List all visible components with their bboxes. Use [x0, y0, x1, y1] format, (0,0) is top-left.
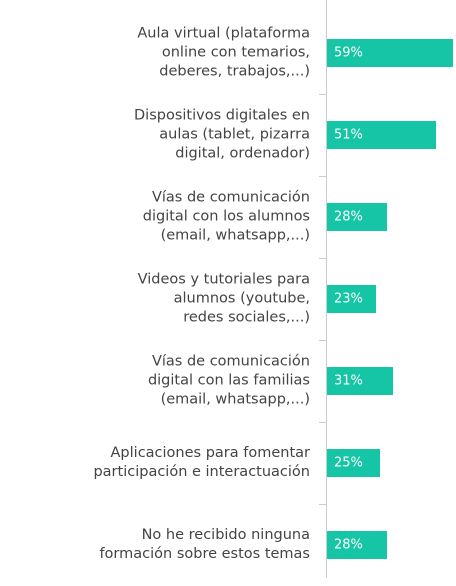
bar [327, 121, 436, 149]
value-label: 28% [334, 537, 363, 553]
category-separator [319, 176, 327, 177]
category-label: Vías de comunicación digital con los alu… [142, 189, 310, 244]
value-label: 25% [334, 455, 363, 471]
category-label: Videos y tutoriales para alumnos (youtub… [137, 271, 310, 326]
axis-line [326, 0, 327, 578]
bar-row: Aplicaciones para fomentar participación… [0, 422, 456, 504]
bar-row: Videos y tutoriales para alumnos (youtub… [0, 258, 456, 340]
bar [327, 203, 387, 231]
category-separator [319, 422, 327, 423]
bar [327, 285, 377, 313]
category-label: Vías de comunicación digital con las fam… [147, 353, 310, 408]
category-label: Dispositivos digitales en aulas (tablet,… [134, 107, 310, 162]
value-label: 31% [334, 373, 363, 389]
bar [327, 39, 453, 67]
bar [327, 449, 381, 477]
category-separator [319, 340, 327, 341]
category-label: Aplicaciones para fomentar participación… [93, 445, 310, 480]
bar-row: Aula virtual (plataforma online con tema… [0, 12, 456, 94]
bar-row: Vías de comunicación digital con los alu… [0, 176, 456, 258]
bar-row: Vías de comunicación digital con las fam… [0, 340, 456, 422]
bar [327, 367, 394, 395]
value-label: 51% [334, 127, 363, 143]
bar-row: Dispositivos digitales en aulas (tablet,… [0, 94, 456, 176]
category-label: Aula virtual (plataforma online con tema… [137, 25, 310, 80]
category-separator [319, 258, 327, 259]
value-label: 23% [334, 291, 363, 307]
bar-row: No he recibido ninguna formación sobre e… [0, 504, 456, 586]
category-separator [319, 504, 327, 505]
value-label: 59% [334, 45, 363, 61]
bar [327, 531, 387, 559]
value-label: 28% [334, 209, 363, 225]
category-separator [319, 94, 327, 95]
category-label: No he recibido ninguna formación sobre e… [99, 527, 310, 562]
